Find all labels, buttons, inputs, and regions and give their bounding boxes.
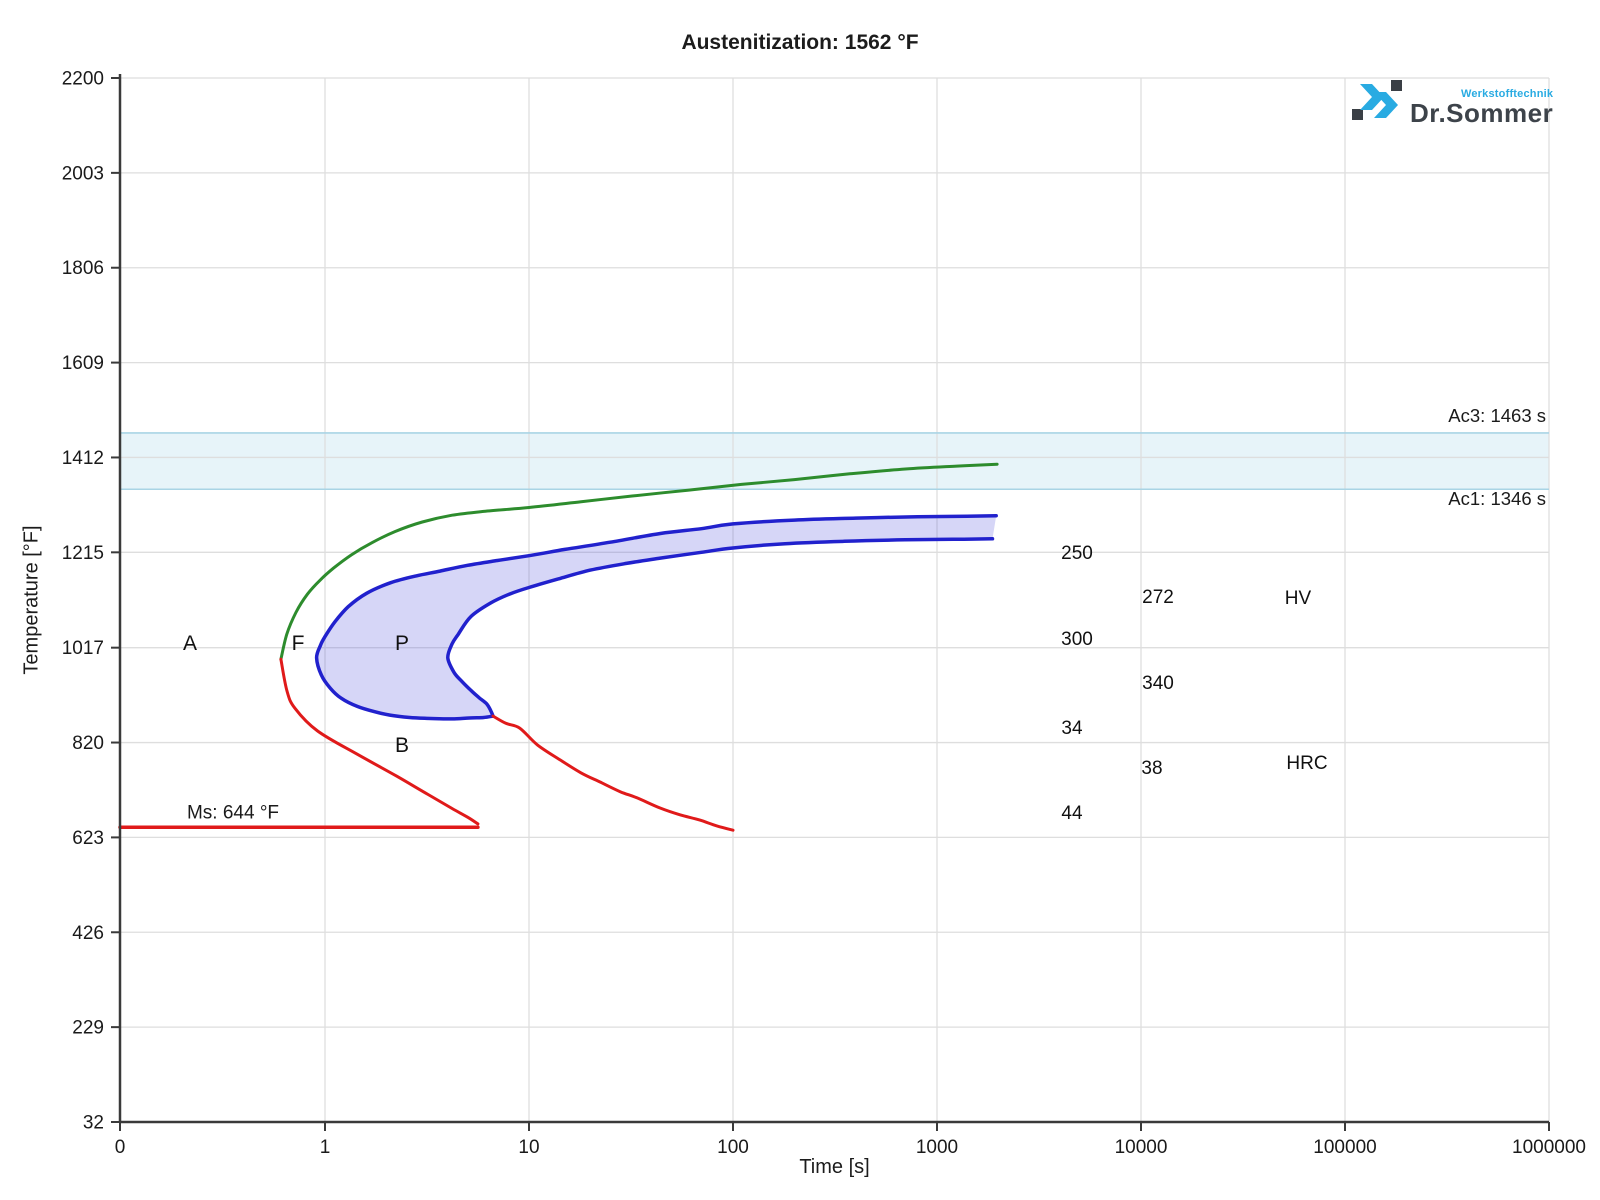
curve-pearlite-start [314, 513, 998, 721]
hardness-label: HV [1285, 588, 1312, 609]
x-tick-label: 10 [518, 1137, 539, 1158]
ms-line-label: Ms: 644 °F [187, 802, 279, 823]
axes [111, 74, 1550, 1131]
hardness-label: 44 [1061, 803, 1083, 824]
phase-label-A: A [183, 632, 197, 655]
x-tick-label: 0 [115, 1137, 126, 1158]
hardness-label: HRC [1286, 753, 1327, 774]
annotations: A F P B 250 272 HV 300 340 34 38 HRC 44 [183, 543, 1328, 824]
hardness-label: 300 [1061, 629, 1093, 650]
y-axis-title: Temperature [°F] [20, 525, 43, 675]
logo-icon [1352, 80, 1402, 120]
hardness-label: 272 [1142, 587, 1174, 608]
curve-bainite-start-lower [491, 714, 735, 832]
curve-ferrite-start [279, 462, 999, 661]
x-tick-label: 10000 [1115, 1137, 1168, 1158]
ac1-label: Ac1: 1346 s [1448, 488, 1546, 509]
y-tick-label: 1806 [62, 258, 104, 279]
y-tick-label: 2003 [62, 163, 104, 184]
y-tick-label: 1017 [62, 638, 104, 659]
gridlines [120, 77, 1550, 1122]
dr-sommer-logo: Werkstofftechnik Dr.Sommer [1352, 80, 1553, 126]
y-tick-label: 32 [83, 1113, 104, 1134]
phase-label-F: F [292, 632, 305, 655]
x-tick-label: 1000000 [1512, 1137, 1586, 1158]
hardness-label: 34 [1061, 718, 1083, 739]
phase-label-P: P [395, 632, 409, 655]
ac-temperature-band [120, 432, 1549, 490]
y-tick-label: 623 [72, 828, 104, 849]
y-tick-label: 1412 [62, 448, 104, 469]
y-tick-label: 1215 [62, 543, 104, 564]
curve-bainite-start-upper [279, 657, 480, 826]
curve-pearlite-finish [446, 537, 995, 718]
logo-tagline: Werkstofftechnik [1460, 88, 1554, 100]
x-tick-label: 100 [717, 1137, 749, 1158]
y-tick-label: 2200 [62, 69, 104, 90]
hardness-label: 340 [1142, 673, 1174, 694]
chart-title: Austenitization: 1562 °F [681, 31, 919, 54]
hardness-label: 38 [1141, 758, 1162, 779]
tick-labels: 32 229 426 623 820 1017 1215 1412 1609 1806 2003 22… [62, 69, 1586, 1159]
x-tick-label: 1000 [916, 1137, 958, 1158]
x-tick-label: 100000 [1313, 1137, 1376, 1158]
logo-brand: Dr.Sommer [1410, 98, 1554, 128]
y-tick-label: 820 [72, 733, 104, 754]
ac3-label: Ac3: 1463 s [1448, 405, 1546, 426]
x-axis-title: Time [s] [799, 1156, 870, 1178]
y-tick-label: 1609 [62, 353, 104, 374]
pearlite-region-fill [316, 515, 997, 719]
y-tick-label: 426 [72, 923, 104, 944]
phase-label-B: B [395, 734, 409, 757]
y-tick-label: 229 [72, 1018, 104, 1039]
hardness-label: 250 [1061, 543, 1093, 564]
x-tick-label: 1 [320, 1137, 331, 1158]
